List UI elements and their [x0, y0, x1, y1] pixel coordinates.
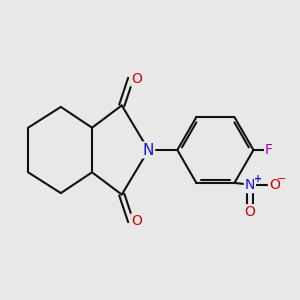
Text: F: F: [265, 143, 273, 157]
Text: N: N: [245, 178, 255, 192]
Text: +: +: [254, 174, 262, 184]
Text: O: O: [269, 178, 280, 192]
Text: O: O: [131, 72, 142, 86]
Text: O: O: [244, 205, 255, 219]
Text: O: O: [131, 214, 142, 228]
Text: −: −: [277, 174, 286, 184]
Text: N: N: [143, 142, 154, 158]
